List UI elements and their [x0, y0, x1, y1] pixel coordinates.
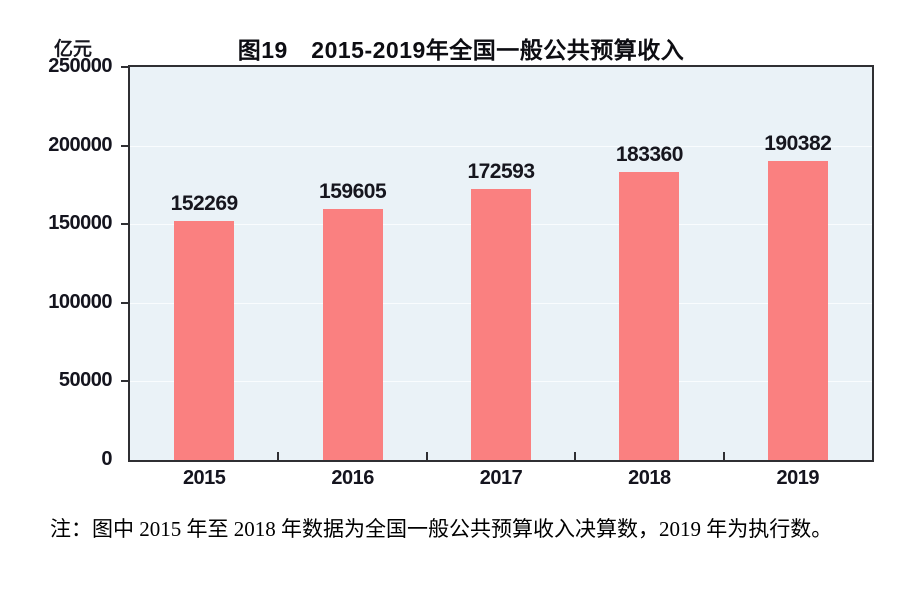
y-axis-tick	[121, 301, 128, 304]
x-axis-tick	[574, 452, 577, 460]
bar-2015	[174, 220, 235, 460]
bar-2018	[619, 171, 680, 460]
bar-value-label: 183360	[615, 142, 684, 166]
x-axis-label-2018: 2018	[628, 467, 671, 489]
x-axis-tick	[277, 452, 280, 460]
y-axis-label: 100000	[48, 290, 112, 313]
bar-2019	[767, 160, 828, 460]
y-axis-tick	[121, 144, 128, 147]
y-axis-label: 50000	[58, 369, 113, 392]
x-axis-tick	[425, 452, 428, 460]
y-axis-label: 250000	[48, 55, 112, 77]
x-axis-label-2015: 2015	[182, 467, 226, 489]
y-axis-label: 150000	[48, 212, 112, 235]
y-axis-label: 0	[101, 448, 112, 470]
bar-2016	[322, 209, 383, 460]
bar-value-label: 190382	[764, 131, 832, 155]
chart-title: 图19 2015-2019年全国一般公共预算收入	[237, 37, 685, 63]
x-axis-label-2016: 2016	[331, 467, 374, 489]
bar-value-label: 152269	[170, 191, 239, 215]
y-axis-tick	[121, 380, 128, 383]
gridline	[130, 145, 872, 147]
y-axis-unit-label: 亿元	[53, 39, 92, 60]
x-axis-label-2017: 2017	[479, 467, 523, 489]
bar-2017	[471, 188, 531, 460]
x-axis-label-2019: 2019	[776, 467, 820, 489]
plot-area: 152269 159605 172593 183360 190382	[128, 65, 874, 462]
y-axis-tick	[121, 66, 128, 68]
bar-value-label: 159605	[319, 180, 387, 204]
y-axis-tick	[121, 223, 128, 226]
footnote: 注：图中 2015 年至 2018 年数据为全国一般公共预算收入决算数，2019…	[50, 517, 833, 541]
y-axis-label: 200000	[48, 133, 112, 156]
bar-value-label: 172593	[467, 159, 535, 183]
x-axis-tick	[722, 452, 725, 460]
